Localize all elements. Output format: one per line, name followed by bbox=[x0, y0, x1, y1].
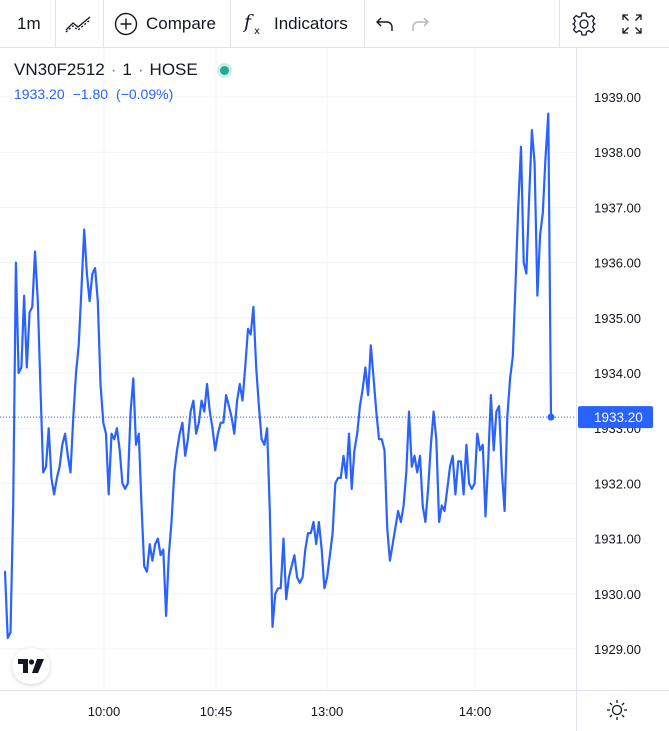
y-tick-label: 1934.00 bbox=[594, 366, 641, 381]
legend-interval: 1 bbox=[122, 60, 132, 79]
fullscreen-icon bbox=[622, 13, 642, 34]
chart-legend: VN30F2512 · 1 · HOSE 1933.20 −1.80 (−0.0… bbox=[14, 60, 229, 102]
indicators-label: Indicators bbox=[274, 13, 348, 33]
price-series-line bbox=[3, 112, 553, 640]
y-tick-label: 1938.00 bbox=[594, 145, 641, 160]
legend-last-price: 1933.20 bbox=[14, 86, 65, 102]
x-tick-label: 14:00 bbox=[459, 704, 492, 719]
redo-icon bbox=[412, 17, 429, 31]
undo-icon bbox=[376, 17, 393, 31]
y-tick-label: 1930.00 bbox=[594, 587, 641, 602]
toolbar-divider bbox=[364, 0, 365, 47]
price-label-text: 1933.20 bbox=[594, 410, 643, 425]
svg-text:x: x bbox=[254, 26, 260, 37]
tradingview-logo[interactable] bbox=[12, 648, 50, 684]
y-tick-label: 1929.00 bbox=[594, 642, 641, 657]
y-tick-label: 1931.00 bbox=[594, 532, 641, 547]
legend-separator: · bbox=[110, 60, 117, 79]
x-tick-label: 10:45 bbox=[200, 704, 233, 719]
line-chart-icon bbox=[65, 16, 91, 32]
y-tick-label: 1932.00 bbox=[594, 476, 641, 491]
compare-label: Compare bbox=[146, 13, 216, 33]
svg-text:f: f bbox=[243, 11, 254, 33]
legend-change: −1.80 bbox=[72, 86, 109, 102]
legend-change-percent: (−0.09%) bbox=[116, 86, 174, 102]
toolbar-divider bbox=[559, 0, 560, 47]
interval-button[interactable]: 1m bbox=[17, 0, 41, 47]
chart-style-button[interactable] bbox=[64, 0, 92, 47]
market-status-dot bbox=[219, 65, 229, 75]
symbol-name[interactable]: VN30F2512 bbox=[14, 60, 105, 79]
indicators-button[interactable]: f x Indicators bbox=[243, 0, 348, 47]
redo-button[interactable] bbox=[410, 0, 430, 47]
legend-separator: · bbox=[137, 60, 144, 79]
toolbar-divider bbox=[55, 0, 56, 47]
settings-button[interactable] bbox=[571, 0, 597, 47]
y-tick-label: 1935.00 bbox=[594, 311, 641, 326]
y-tick-label: 1936.00 bbox=[594, 256, 641, 271]
last-price-dot bbox=[547, 413, 555, 421]
exchange-name: HOSE bbox=[149, 60, 198, 79]
fx-icon: f x bbox=[243, 11, 260, 37]
interval-label: 1m bbox=[17, 13, 41, 33]
y-tick-label: 1939.00 bbox=[594, 90, 641, 105]
price-label-box bbox=[578, 406, 653, 429]
plus-circle-icon bbox=[114, 12, 138, 35]
chart-settings-button[interactable] bbox=[605, 698, 629, 722]
x-tick-label: 13:00 bbox=[311, 704, 344, 719]
toolbar-divider bbox=[230, 0, 231, 47]
compare-button[interactable]: Compare bbox=[114, 0, 216, 47]
x-tick-label: 10:00 bbox=[88, 704, 121, 719]
undo-button[interactable] bbox=[375, 0, 395, 47]
gear-icon bbox=[572, 11, 596, 36]
toolbar-divider bbox=[103, 0, 104, 47]
settings-icon bbox=[607, 700, 627, 720]
y-tick-label: 1937.00 bbox=[594, 200, 641, 215]
fullscreen-button[interactable] bbox=[621, 0, 643, 47]
tradingview-logo-icon bbox=[18, 659, 44, 673]
top-toolbar: 1m Compare f x Indicators bbox=[0, 0, 669, 48]
